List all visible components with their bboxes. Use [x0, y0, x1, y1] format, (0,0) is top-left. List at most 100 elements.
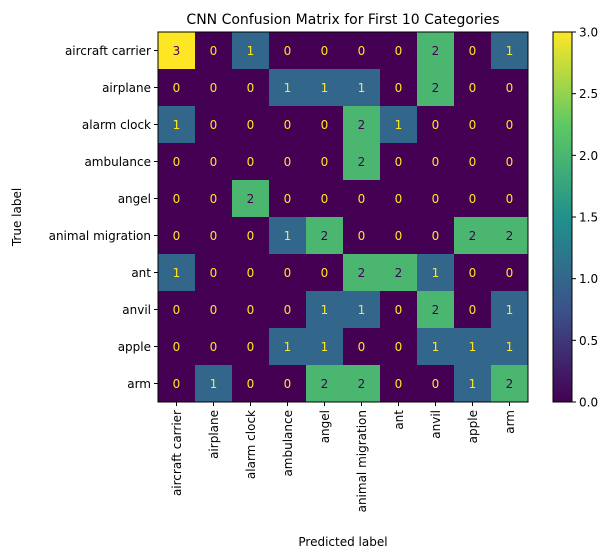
cell-value: 0 — [173, 377, 181, 391]
heatmap-cell — [343, 32, 381, 70]
heatmap-cell — [232, 69, 270, 107]
y-tick-label: apple — [118, 340, 151, 354]
cell-value: 2 — [432, 81, 440, 95]
heatmap-cell — [343, 143, 381, 181]
heatmap-cell — [232, 328, 270, 366]
heatmap-cell — [306, 106, 344, 144]
heatmap-cell — [491, 32, 529, 70]
cell-value: 0 — [432, 155, 440, 169]
cell-value: 0 — [395, 44, 403, 58]
cell-value: 1 — [469, 377, 477, 391]
heatmap-cell — [306, 291, 344, 329]
cell-value: 0 — [395, 377, 403, 391]
cell-value: 1 — [358, 81, 366, 95]
cell-value: 0 — [469, 192, 477, 206]
cell-value: 0 — [210, 340, 218, 354]
heatmap-cell — [306, 143, 344, 181]
heatmap-cells — [158, 32, 529, 403]
cell-value: 0 — [247, 81, 255, 95]
heatmap-cell — [380, 291, 418, 329]
x-tick-label: arm — [503, 410, 517, 434]
cell-value: 0 — [247, 340, 255, 354]
heatmap-cell — [491, 106, 529, 144]
heatmap-cell — [454, 217, 492, 255]
cell-value: 0 — [506, 192, 514, 206]
heatmap-cell — [417, 69, 455, 107]
colorbar-ticks: 0.0 0.5 1.0 1.5 2.0 2.5 3.0 — [572, 26, 598, 410]
cell-value: 1 — [321, 303, 329, 317]
heatmap-cell — [232, 106, 270, 144]
cell-value: 2 — [395, 266, 403, 280]
heatmap-cell — [158, 365, 196, 403]
heatmap-cell — [491, 143, 529, 181]
cell-value: 0 — [210, 44, 218, 58]
heatmap-cell — [158, 291, 196, 329]
heatmap-cell — [491, 365, 529, 403]
cell-value: 0 — [173, 229, 181, 243]
heatmap-cell — [417, 217, 455, 255]
heatmap-cell — [380, 180, 418, 218]
plot-frame — [157, 31, 529, 403]
heatmap-cell — [269, 69, 307, 107]
colorbar-tick-label: 0.5 — [579, 334, 598, 348]
cell-value: 0 — [247, 118, 255, 132]
heatmap-cell — [158, 328, 196, 366]
cell-value: 2 — [321, 377, 329, 391]
heatmap-cell — [491, 180, 529, 218]
y-tick-label: angel — [118, 192, 151, 206]
heatmap-cell — [195, 106, 233, 144]
cell-value: 2 — [506, 229, 514, 243]
heatmap-cell — [195, 291, 233, 329]
heatmap-cell — [195, 69, 233, 107]
cell-value: 0 — [247, 303, 255, 317]
cell-value: 0 — [210, 192, 218, 206]
heatmap-cell — [195, 217, 233, 255]
colorbar — [552, 31, 573, 403]
cell-value: 1 — [506, 340, 514, 354]
heatmap-cell — [195, 254, 233, 292]
cell-value: 1 — [173, 118, 181, 132]
heatmap-cell — [491, 328, 529, 366]
cell-value: 0 — [284, 303, 292, 317]
cell-value: 1 — [506, 44, 514, 58]
heatmap-cell — [269, 254, 307, 292]
heatmap-cell — [380, 106, 418, 144]
cell-value: 2 — [321, 229, 329, 243]
heatmap-cell — [491, 69, 529, 107]
cell-value: 0 — [321, 155, 329, 169]
heatmap-cell — [343, 106, 381, 144]
cell-value: 0 — [358, 44, 366, 58]
cell-value: 1 — [210, 377, 218, 391]
cell-value: 0 — [432, 118, 440, 132]
heatmap-cell — [454, 143, 492, 181]
cell-value: 1 — [469, 340, 477, 354]
cell-value: 0 — [173, 340, 181, 354]
cell-value: 1 — [432, 340, 440, 354]
heatmap-cell — [306, 328, 344, 366]
y-tick-label: anvil — [122, 303, 151, 317]
heatmap-cell — [306, 217, 344, 255]
heatmap-cell — [343, 328, 381, 366]
heatmap-cell — [454, 254, 492, 292]
cell-value: 0 — [284, 377, 292, 391]
heatmap-cell — [343, 254, 381, 292]
cell-value: 0 — [469, 118, 477, 132]
heatmap-cell — [454, 106, 492, 144]
cell-value: 1 — [432, 266, 440, 280]
cell-value: 2 — [432, 44, 440, 58]
heatmap-cell — [417, 143, 455, 181]
heatmap-cell — [269, 180, 307, 218]
heatmap-cell — [417, 106, 455, 144]
cell-value: 0 — [210, 303, 218, 317]
cell-value: 1 — [284, 81, 292, 95]
heatmap-cell — [306, 32, 344, 70]
cell-value: 0 — [395, 229, 403, 243]
cell-value: 1 — [358, 303, 366, 317]
heatmap-cell — [158, 69, 196, 107]
heatmap-cell — [195, 328, 233, 366]
cell-value: 1 — [284, 340, 292, 354]
heatmap-cell — [232, 143, 270, 181]
heatmap-cell — [491, 217, 529, 255]
heatmap-cell — [269, 143, 307, 181]
heatmap-cell — [417, 254, 455, 292]
